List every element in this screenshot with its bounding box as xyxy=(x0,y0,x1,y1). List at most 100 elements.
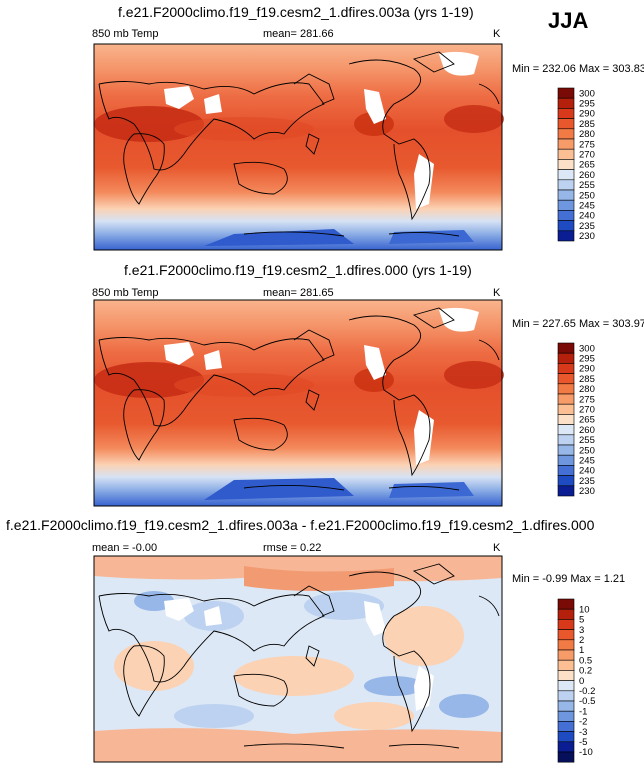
colorbar-swatch xyxy=(557,179,575,191)
colorbar-label: 275 xyxy=(579,394,595,405)
colorbar-label: -3 xyxy=(579,727,587,738)
colorbar-swatch xyxy=(557,363,575,374)
colorbar-swatch xyxy=(557,403,575,415)
colorbar-swatch xyxy=(557,598,575,610)
colorbar-label: -2 xyxy=(579,717,587,728)
colorbar-label: 295 xyxy=(579,99,595,110)
colorbar-label: 290 xyxy=(579,364,595,375)
colorbar-label: -0.5 xyxy=(579,696,595,707)
colorbar-swatch xyxy=(557,189,575,201)
colorbar-swatch xyxy=(557,608,575,620)
colorbar-label: 235 xyxy=(579,221,595,232)
panel-2-minmax-label: Min = 227.65 Max = 303.97 xyxy=(512,318,644,330)
panel-2-title: f.e21.F2000climo.f19_f19.cesm2_1.dfires.… xyxy=(124,262,472,278)
colorbar-swatch xyxy=(557,352,575,364)
panel-2-units-label: K xyxy=(493,287,501,299)
colorbar-label: 255 xyxy=(579,180,595,191)
colorbar-swatch xyxy=(557,159,575,170)
colorbar-swatch xyxy=(557,148,575,160)
colorbar-swatch xyxy=(557,383,575,395)
colorbar-label: -5 xyxy=(579,737,587,748)
colorbar-swatch xyxy=(557,690,575,702)
colorbar-label: 10 xyxy=(579,604,590,615)
colorbar-swatch xyxy=(557,649,575,661)
colorbar-label: 250 xyxy=(579,190,595,201)
colorbar-swatch xyxy=(557,751,575,763)
panel-1-mean-label: mean= 281.66 xyxy=(263,28,334,40)
colorbar-swatch xyxy=(557,680,575,692)
colorbar-label: 230 xyxy=(579,231,595,242)
colorbar-swatch xyxy=(557,629,575,641)
colorbar-swatch xyxy=(557,210,575,221)
colorbar-label: 5 xyxy=(579,615,584,626)
colorbar-label: 245 xyxy=(579,201,595,212)
colorbar-swatch xyxy=(557,721,575,732)
colorbar-label: 3 xyxy=(579,625,584,636)
panel-1-units-label: K xyxy=(493,28,501,40)
colorbar-label: 240 xyxy=(579,466,595,477)
colorbar-label: -1 xyxy=(579,706,587,717)
colorbar-label: 260 xyxy=(579,425,595,436)
colorbar-label: 280 xyxy=(579,384,595,395)
colorbar-label: 250 xyxy=(579,445,595,456)
colorbar-swatch xyxy=(557,393,575,405)
colorbar-label: 270 xyxy=(579,405,595,416)
panel-2-map xyxy=(93,299,504,507)
panel-1-minmax-label: Min = 232.06 Max = 303.83 xyxy=(512,63,644,75)
colorbar-label: 280 xyxy=(579,129,595,140)
colorbar-label: 295 xyxy=(579,354,595,365)
colorbar-swatch xyxy=(557,128,575,140)
colorbar-swatch xyxy=(557,454,575,466)
colorbar-label: 300 xyxy=(579,88,595,99)
panel-1-map xyxy=(93,43,504,251)
colorbar-swatch xyxy=(557,373,575,385)
colorbar-swatch xyxy=(557,424,575,436)
colorbar-label: 285 xyxy=(579,374,595,385)
colorbar-label: 275 xyxy=(579,139,595,150)
panel-2-variable-label: 850 mb Temp xyxy=(92,287,159,299)
panel-3-minmax-label: Min = -0.99 Max = 1.21 xyxy=(512,573,626,585)
colorbar-label: 240 xyxy=(579,211,595,222)
colorbar-swatch xyxy=(557,485,575,497)
colorbar-swatch xyxy=(557,731,575,743)
colorbar-label: 300 xyxy=(579,343,595,354)
panel-1-title: f.e21.F2000climo.f19_f19.cesm2_1.dfires.… xyxy=(118,4,474,20)
colorbar-swatch xyxy=(557,465,575,476)
colorbar-swatch xyxy=(557,619,575,630)
colorbar-swatch xyxy=(557,108,575,119)
colorbar-swatch xyxy=(557,639,575,651)
colorbar-swatch xyxy=(557,199,575,211)
panel-1-variable-label: 850 mb Temp xyxy=(92,28,159,40)
colorbar-swatch xyxy=(557,710,575,722)
colorbar-label: 255 xyxy=(579,435,595,446)
colorbar-label: 290 xyxy=(579,109,595,120)
colorbar-label: 1 xyxy=(579,645,584,656)
colorbar-swatch xyxy=(557,342,575,354)
colorbar-label: 245 xyxy=(579,456,595,467)
colorbar-label: 0.5 xyxy=(579,655,592,666)
colorbar-label: 0 xyxy=(579,676,584,687)
panel-3-map xyxy=(93,555,503,763)
colorbar-label: 235 xyxy=(579,476,595,487)
panel-1-colorbar: 3002952902852802752702652602552502452402… xyxy=(557,87,595,242)
colorbar-swatch xyxy=(557,700,575,712)
panel-3-title: f.e21.F2000climo.f19_f19.cesm2_1.dfires.… xyxy=(6,517,595,533)
colorbar-swatch xyxy=(557,414,575,425)
colorbar-swatch xyxy=(557,670,575,681)
colorbar-swatch xyxy=(557,220,575,232)
season-label: JJA xyxy=(548,8,589,33)
colorbar-swatch xyxy=(557,475,575,487)
panel-2-colorbar: 3002952902852802752702652602552502452402… xyxy=(557,342,595,497)
colorbar-swatch xyxy=(557,138,575,150)
colorbar-label: 2 xyxy=(579,635,584,646)
colorbar-label: 265 xyxy=(579,160,595,171)
colorbar-swatch xyxy=(557,741,575,753)
colorbar-label: 230 xyxy=(579,486,595,497)
colorbar-label: -10 xyxy=(579,747,593,758)
colorbar-swatch xyxy=(557,118,575,130)
panel-3-rmse-label: rmse = 0.22 xyxy=(263,542,322,554)
panel-2-mean-label: mean= 281.65 xyxy=(263,287,334,299)
colorbar-label: 260 xyxy=(579,170,595,181)
colorbar-swatch xyxy=(557,169,575,181)
